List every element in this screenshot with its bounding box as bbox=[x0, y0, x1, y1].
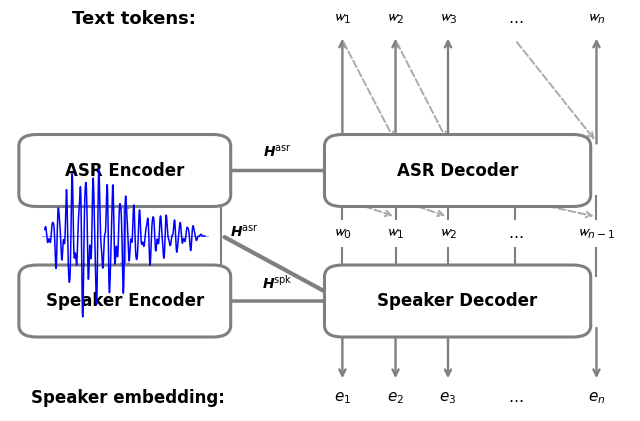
FancyBboxPatch shape bbox=[324, 135, 591, 207]
Text: $e_2$: $e_2$ bbox=[387, 390, 404, 406]
Text: $\mathcal{w}_1$: $\mathcal{w}_1$ bbox=[387, 226, 404, 241]
Text: ASR Decoder: ASR Decoder bbox=[397, 162, 518, 179]
Text: $\boldsymbol{H}^{\mathrm{asr}}$: $\boldsymbol{H}^{\mathrm{asr}}$ bbox=[230, 224, 259, 240]
Text: Text tokens:: Text tokens: bbox=[72, 10, 196, 28]
Text: Speaker Decoder: Speaker Decoder bbox=[378, 292, 538, 310]
Text: $\mathcal{w}_3$: $\mathcal{w}_3$ bbox=[438, 12, 458, 26]
Text: $\mathcal{w}_0$: $\mathcal{w}_0$ bbox=[333, 226, 352, 241]
Text: $e_n$: $e_n$ bbox=[588, 390, 605, 406]
Text: $\mathcal{w}_2$: $\mathcal{w}_2$ bbox=[439, 226, 457, 241]
FancyBboxPatch shape bbox=[19, 135, 231, 207]
Text: $\mathcal{w}_2$: $\mathcal{w}_2$ bbox=[387, 12, 404, 26]
Text: Speaker embedding:: Speaker embedding: bbox=[31, 389, 225, 407]
Text: $\mathcal{w}_n$: $\mathcal{w}_n$ bbox=[587, 12, 606, 26]
Text: $\boldsymbol{H}^{\mathrm{spk}}$: $\boldsymbol{H}^{\mathrm{spk}}$ bbox=[262, 274, 293, 292]
Text: $\mathcal{w}_{n-1}$: $\mathcal{w}_{n-1}$ bbox=[577, 226, 616, 241]
Text: ASR Encoder: ASR Encoder bbox=[65, 162, 184, 179]
FancyBboxPatch shape bbox=[19, 265, 231, 337]
FancyBboxPatch shape bbox=[324, 265, 591, 337]
Text: $\ldots$: $\ldots$ bbox=[508, 226, 523, 241]
Text: $\boldsymbol{H}^{\mathrm{asr}}$: $\boldsymbol{H}^{\mathrm{asr}}$ bbox=[263, 144, 292, 160]
Text: $\ldots$: $\ldots$ bbox=[508, 391, 523, 405]
Text: $e_1$: $e_1$ bbox=[334, 390, 351, 406]
Text: $\mathcal{w}_1$: $\mathcal{w}_1$ bbox=[333, 12, 351, 26]
Text: $\ldots$: $\ldots$ bbox=[508, 12, 523, 26]
Text: Speaker Encoder: Speaker Encoder bbox=[45, 292, 204, 310]
Text: $e_3$: $e_3$ bbox=[440, 390, 456, 406]
